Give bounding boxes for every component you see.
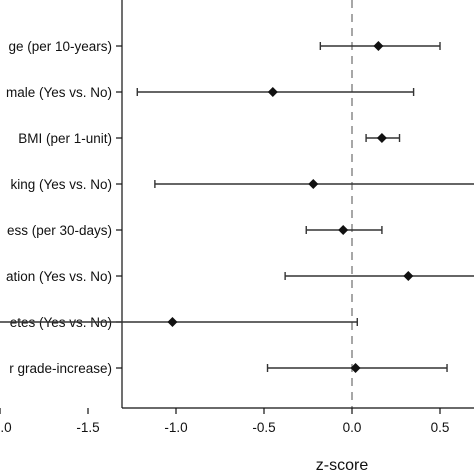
forest-row: king (Yes vs. No) (10, 177, 474, 192)
estimate-marker (403, 271, 414, 281)
x-tick-label: 0.0 (343, 420, 362, 435)
estimate-marker (308, 179, 319, 189)
estimate-marker (167, 317, 178, 327)
forest-row: male (Yes vs. No) (6, 85, 415, 100)
estimate-marker (376, 133, 387, 143)
forest-row: etes (Yes vs. No) (0, 315, 358, 330)
category-label: ation (Yes vs. No) (6, 269, 112, 284)
estimate-marker (267, 87, 278, 97)
forest-row: ge (per 10-years) (8, 39, 441, 54)
category-label: ess (per 30-days) (7, 223, 112, 238)
x-tick-label: -1.5 (76, 420, 99, 435)
forest-row: BMI (per 1-unit) (18, 131, 401, 146)
x-tick-label: -0.5 (252, 420, 275, 435)
estimate-marker (338, 225, 349, 235)
category-label: king (Yes vs. No) (10, 177, 112, 192)
x-axis-title: z-score (316, 457, 369, 474)
x-tick-label: -2.0 (0, 420, 12, 435)
category-label: ge (per 10-years) (8, 39, 112, 54)
x-tick-label: -1.0 (164, 420, 187, 435)
x-tick-label: 0.5 (431, 420, 450, 435)
forest-row: ation (Yes vs. No) (6, 269, 474, 284)
forest-row: ess (per 30-days) (7, 223, 383, 238)
category-label: male (Yes vs. No) (6, 85, 112, 100)
estimate-marker (373, 41, 384, 51)
category-label: r grade-increase) (9, 361, 112, 376)
category-label: BMI (per 1-unit) (18, 131, 112, 146)
forest-row: r grade-increase) (9, 361, 448, 376)
estimate-marker (350, 363, 361, 373)
